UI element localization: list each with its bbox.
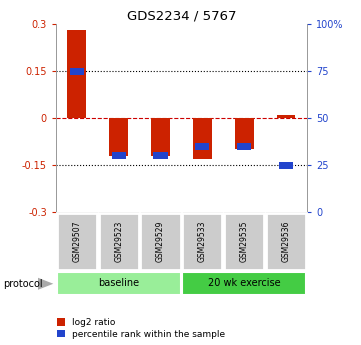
Bar: [279, 162, 293, 169]
Text: GSM29529: GSM29529: [156, 221, 165, 262]
Text: GSM29536: GSM29536: [282, 221, 291, 262]
Bar: [70, 68, 84, 75]
Bar: [99, 213, 139, 270]
Bar: [68, 30, 86, 118]
Bar: [151, 118, 170, 156]
Text: protocol: protocol: [4, 279, 43, 289]
Bar: [140, 213, 180, 270]
Bar: [57, 213, 97, 270]
Bar: [237, 143, 251, 150]
Title: GDS2234 / 5767: GDS2234 / 5767: [127, 10, 236, 23]
Text: 20 wk exercise: 20 wk exercise: [208, 278, 280, 288]
Bar: [235, 118, 253, 149]
Bar: [57, 272, 180, 295]
Bar: [182, 213, 222, 270]
Text: GSM29523: GSM29523: [114, 221, 123, 262]
Bar: [193, 118, 212, 159]
Bar: [109, 118, 128, 156]
Text: GSM29507: GSM29507: [72, 221, 81, 262]
Text: GSM29535: GSM29535: [240, 221, 249, 262]
Bar: [195, 143, 209, 150]
Bar: [182, 272, 306, 295]
Bar: [266, 213, 306, 270]
Text: GSM29533: GSM29533: [198, 221, 207, 262]
Legend: log2 ratio, percentile rank within the sample: log2 ratio, percentile rank within the s…: [57, 318, 225, 339]
Bar: [153, 152, 168, 159]
Polygon shape: [38, 278, 53, 290]
Bar: [224, 213, 264, 270]
Text: baseline: baseline: [98, 278, 139, 288]
Bar: [112, 152, 126, 159]
Bar: [277, 115, 295, 118]
